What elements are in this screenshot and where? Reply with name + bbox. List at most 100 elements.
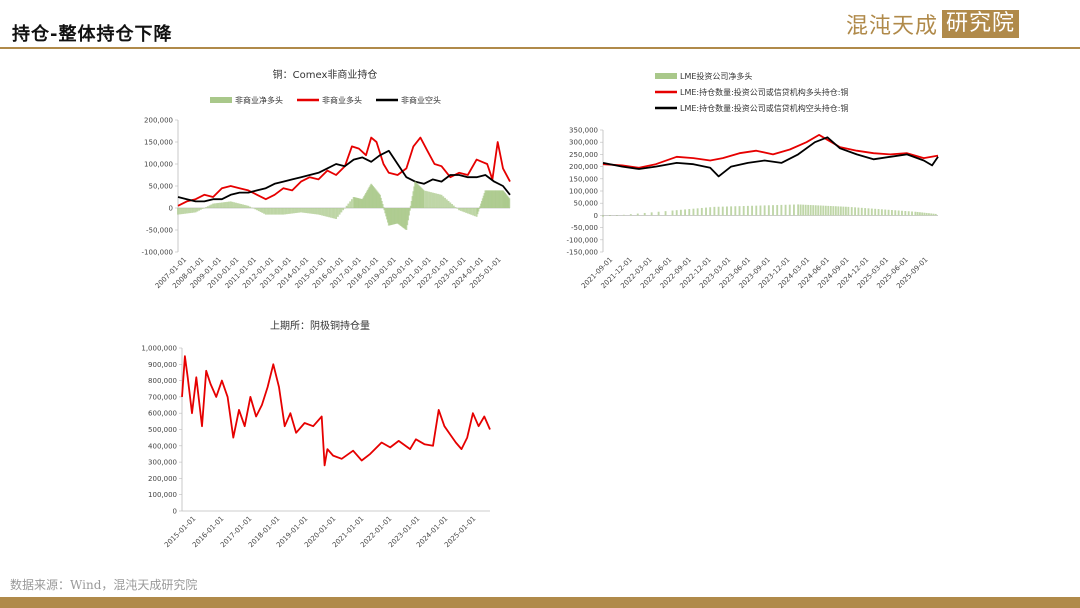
net-long-bar xyxy=(857,207,860,216)
net-long-bar xyxy=(473,208,476,217)
net-long-bar xyxy=(252,208,255,209)
net-long-bar xyxy=(463,208,466,213)
chart-lme: 350,000 300,000 250,000 200,000 150,000 100,0… xyxy=(567,71,939,290)
legend-label: LME投资公司净多头 xyxy=(680,71,752,81)
net-long-bar xyxy=(461,208,464,212)
net-long-bar xyxy=(347,203,350,208)
net-long-bar xyxy=(177,208,179,215)
net-long-bar xyxy=(465,208,468,213)
net-long-bar xyxy=(291,208,294,214)
net-long-bar xyxy=(331,208,334,219)
net-long-bar xyxy=(345,205,348,208)
net-long-bar xyxy=(178,208,181,215)
net-long-bar xyxy=(870,208,873,216)
net-long-bar xyxy=(918,212,921,216)
y-tick-label: -150,000 xyxy=(567,249,598,257)
net-long-bar xyxy=(784,204,787,216)
net-long-bar xyxy=(880,209,883,216)
net-long-bar xyxy=(247,205,250,208)
net-long-bar xyxy=(259,208,262,212)
net-long-bar xyxy=(705,207,707,216)
net-long-bar xyxy=(287,208,290,214)
net-long-bar xyxy=(907,211,910,216)
y-tick-label: 100,000 xyxy=(569,188,598,196)
net-long-bar xyxy=(684,209,687,216)
net-long-bar xyxy=(824,205,827,216)
net-long-bar xyxy=(788,204,791,216)
net-long-bar xyxy=(242,204,244,208)
net-long-bar xyxy=(426,191,429,208)
net-long-bar xyxy=(382,207,385,208)
net-long-bar xyxy=(236,203,239,208)
y-tick-label: 200,000 xyxy=(144,117,173,125)
net-long-bar xyxy=(335,208,338,219)
logo-box-text: 研究院 xyxy=(942,10,1020,38)
net-long-bar xyxy=(452,205,455,208)
net-long-bar xyxy=(278,208,281,215)
net-long-bar xyxy=(726,206,728,216)
y-tick-label: 400,000 xyxy=(148,442,177,450)
y-tick-label: -100,000 xyxy=(142,249,173,257)
net-long-bar xyxy=(839,206,842,216)
net-long-bar xyxy=(314,208,316,215)
net-long-bar xyxy=(296,208,299,213)
net-long-bar xyxy=(301,208,304,213)
net-long-bar xyxy=(266,208,269,215)
net-long-bar xyxy=(804,204,807,216)
series-line xyxy=(602,136,939,178)
net-long-bar xyxy=(458,208,460,211)
net-long-bar xyxy=(466,208,469,214)
net-long-bar xyxy=(738,206,741,216)
net-long-bar xyxy=(213,203,216,208)
net-long-bar xyxy=(256,208,258,211)
net-long-bar xyxy=(930,213,933,216)
data-source: 数据来源：Wind，混沌天成研究院 xyxy=(10,578,198,592)
net-long-bar xyxy=(184,208,186,214)
chart-shfe: 上期所：阴极铜持仓量 1,000,000 900,000 800,000 700,000… xyxy=(141,319,491,549)
y-tick-label: 0 xyxy=(594,212,598,220)
net-long-bar xyxy=(208,205,211,208)
y-tick-label: 500,000 xyxy=(148,426,177,434)
net-long-bar xyxy=(270,208,273,215)
chart-title: 铜：Comex非商业持仓 xyxy=(273,68,378,81)
legend-label: LME:持仓数量:投资公司或信贷机构多头持仓:铜 xyxy=(680,87,849,97)
net-long-bar xyxy=(688,209,691,216)
series-line xyxy=(181,355,491,467)
net-long-bar xyxy=(423,190,425,208)
net-long-bar xyxy=(928,213,930,216)
net-long-bar xyxy=(294,208,297,214)
net-long-bar xyxy=(238,203,241,208)
net-long-bar xyxy=(887,209,890,216)
net-long-bar xyxy=(282,208,285,215)
net-long-bar xyxy=(198,208,201,211)
net-long-bar xyxy=(261,208,264,213)
net-long-bar xyxy=(477,208,480,212)
net-long-bar xyxy=(430,192,432,208)
net-long-bar xyxy=(226,201,229,208)
net-long-bar xyxy=(219,202,222,208)
net-long-bar xyxy=(298,208,301,213)
net-long-bar xyxy=(307,208,309,214)
net-long-bar xyxy=(433,193,436,208)
net-long-bar xyxy=(650,212,653,216)
legend-swatch xyxy=(655,73,677,79)
net-long-bar xyxy=(763,205,766,216)
net-long-bar xyxy=(717,206,720,216)
net-long-bar xyxy=(321,208,323,216)
net-long-bar xyxy=(897,210,900,216)
net-long-bar xyxy=(228,201,230,208)
net-long-bar xyxy=(847,206,850,216)
net-long-bar xyxy=(273,208,276,215)
net-long-bar xyxy=(679,209,682,216)
brand-logo: 混沌天成 研究院 xyxy=(846,8,1020,40)
net-long-bar xyxy=(312,208,315,214)
net-long-bar xyxy=(340,208,343,213)
net-long-bar xyxy=(305,208,308,214)
legend-label: 非商业多头 xyxy=(322,95,362,105)
net-long-bar xyxy=(459,208,462,211)
y-tick-label: 350,000 xyxy=(569,127,598,135)
net-long-bar xyxy=(829,206,832,216)
net-long-bar xyxy=(850,207,853,216)
y-tick-label: 50,000 xyxy=(149,183,174,191)
net-long-bar xyxy=(285,208,288,215)
